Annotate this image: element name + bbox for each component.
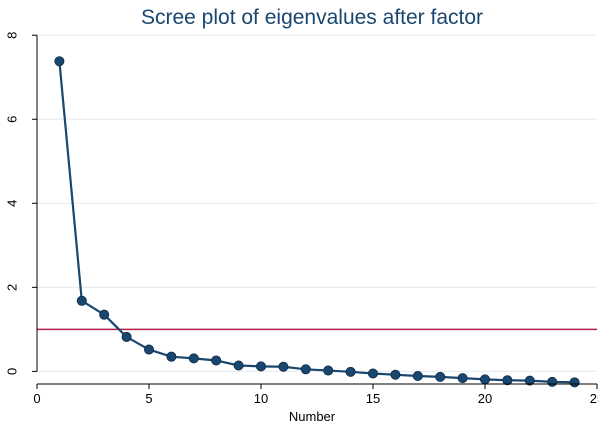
gridlines — [37, 34, 597, 372]
data-point — [76, 295, 87, 306]
data-point — [54, 56, 65, 67]
x-tick-label: 25 — [590, 391, 598, 406]
y-tick-label: 4 — [4, 200, 19, 207]
data-point — [547, 376, 558, 387]
x-tick-label: 10 — [254, 391, 268, 406]
data-point — [255, 361, 266, 372]
data-point — [211, 355, 222, 366]
data-point — [188, 353, 199, 364]
x-tick-label: 20 — [478, 391, 492, 406]
data-point — [412, 371, 423, 382]
data-point — [166, 351, 177, 362]
data-point — [390, 369, 401, 380]
x-tick-label: 15 — [366, 391, 380, 406]
y-tick-label: 6 — [4, 116, 19, 123]
y-tick-label: 8 — [4, 32, 19, 39]
data-point — [479, 374, 490, 385]
axes: 0 2 4 6 8 0 5 10 15 20 25 — [4, 32, 598, 406]
data-point — [99, 309, 110, 320]
data-point — [457, 373, 468, 384]
data-point — [323, 365, 334, 376]
x-axis-title: Number — [289, 409, 336, 424]
data-point — [233, 360, 244, 371]
data-point — [524, 375, 535, 386]
data-point — [121, 331, 132, 342]
y-tick-label: 2 — [4, 284, 19, 291]
data-point — [300, 364, 311, 375]
data-point — [569, 377, 580, 388]
x-tick-label: 0 — [33, 391, 40, 406]
data-point — [367, 368, 378, 379]
data-point — [345, 366, 356, 377]
data-point — [143, 344, 154, 355]
chart-title: Scree plot of eigenvalues after factor — [141, 6, 483, 29]
data-point — [278, 361, 289, 372]
data-point — [435, 371, 446, 382]
x-tick-label: 5 — [145, 391, 152, 406]
y-tick-label: 0 — [4, 368, 19, 375]
data-point — [502, 375, 513, 386]
